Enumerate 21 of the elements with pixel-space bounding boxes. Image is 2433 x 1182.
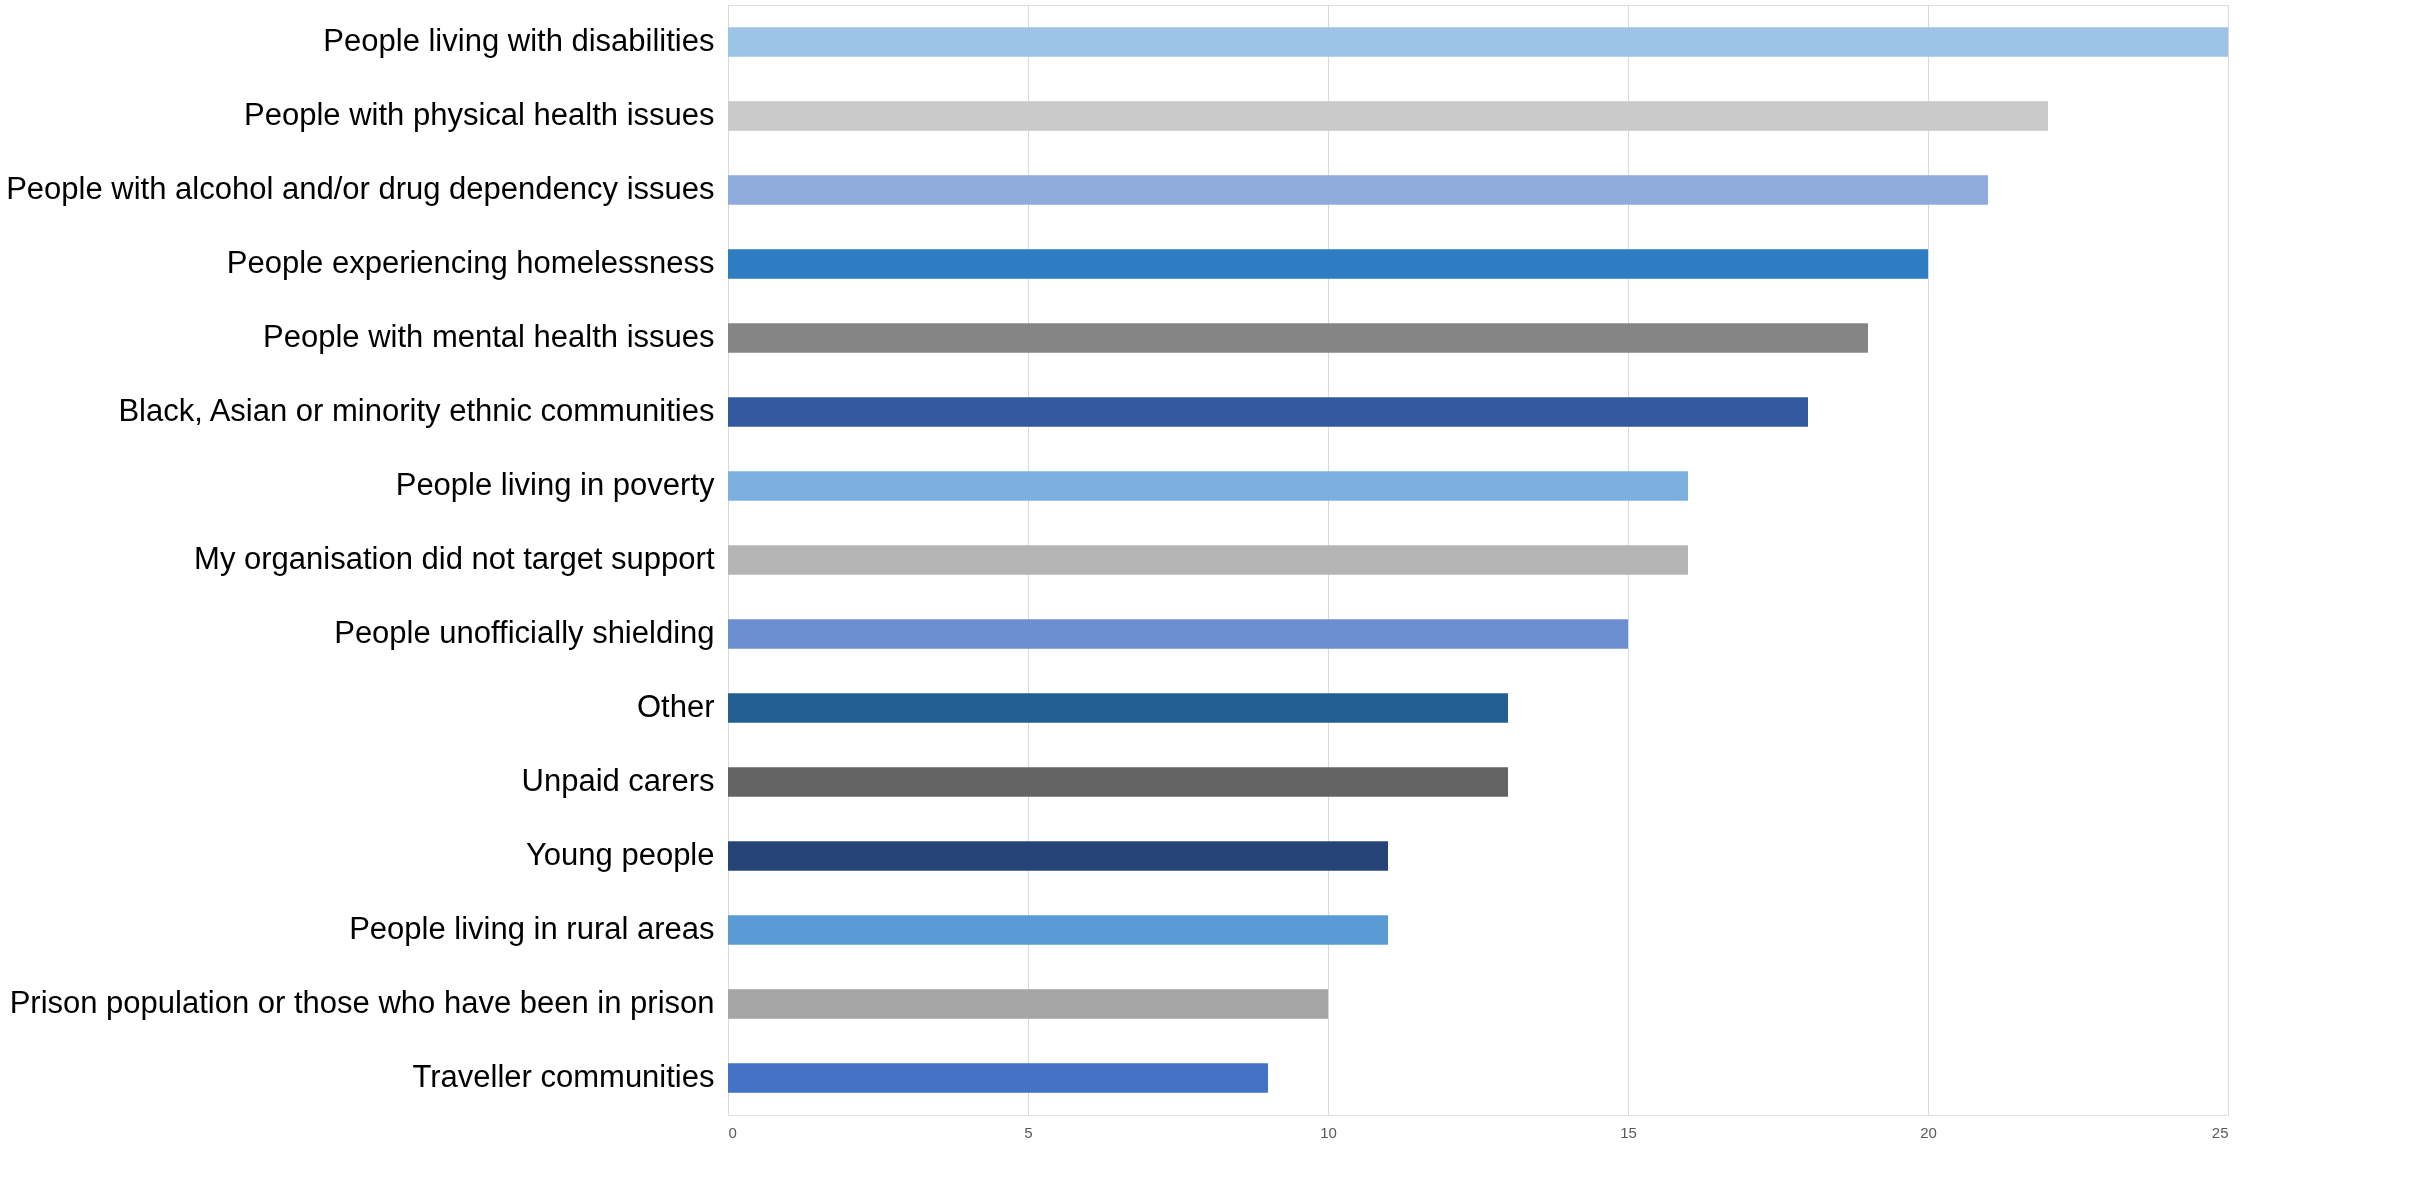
y-tick-label: Unpaid carers [521,763,715,798]
y-tick-label: Young people [526,837,715,872]
y-tick-label: Traveller communities [412,1059,715,1094]
y-tick-label: Black, Asian or minority ethnic communities [118,393,715,428]
x-tick-label: 15 [1620,1123,1637,1141]
y-tick-label: People living in poverty [395,467,715,502]
x-tick-label: 25 [2211,1123,2229,1141]
y-tick-label: People experiencing homelessness [226,245,715,280]
x-tick-label: 20 [1920,1123,1937,1141]
x-tick-label: 0 [728,1123,737,1141]
y-tick-label: People with mental health issues [263,319,715,354]
y-tick-label: My organisation did not target support [194,541,715,576]
y-tick-label: Prison population or those who have been in prison [9,985,715,1020]
y-tick-label: People living with disabilities [323,23,715,58]
y-tick-label: People with alcohol and/or drug dependency issues [6,171,715,206]
x-tick-label: 5 [1024,1123,1033,1141]
y-tick-label: Other [636,689,715,724]
y-tick-label: People living in rural areas [349,911,715,946]
y-tick-label: People unofficially shielding [334,615,715,650]
y-tick-label: People with physical health issues [244,97,715,132]
x-tick-label: 10 [1320,1123,1337,1141]
